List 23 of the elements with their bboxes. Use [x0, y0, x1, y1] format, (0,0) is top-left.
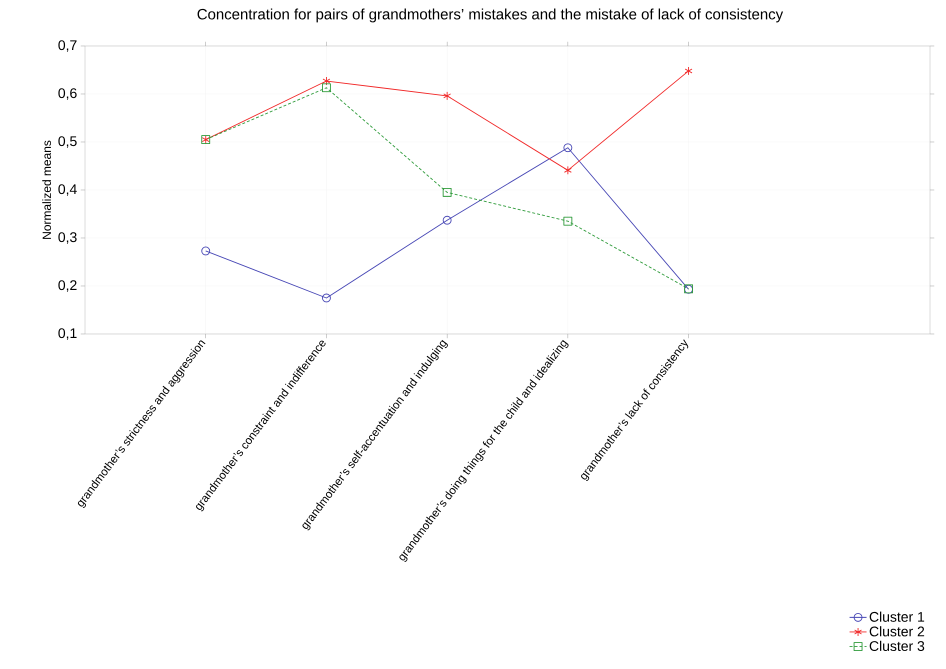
- point: [443, 91, 452, 100]
- y-axis-title: Normalized means: [42, 140, 51, 239]
- point: [684, 66, 692, 76]
- point: [563, 143, 572, 152]
- point: [564, 166, 572, 175]
- y-tick-label: 0,4: [58, 184, 77, 196]
- point: [442, 188, 452, 197]
- y-tick-label: 0,7: [58, 40, 77, 52]
- legend-label: Cluster 1: [870, 612, 924, 622]
- chart-title: Concentration for pairs of grandmothers’ mistakes and the mistake of lack of consistency: [198, 8, 784, 22]
- point: [563, 216, 572, 226]
- point: [201, 246, 210, 256]
- y-tick-label: 0,2: [58, 280, 77, 292]
- point: [322, 83, 331, 92]
- point: [442, 216, 452, 225]
- point: [322, 76, 330, 86]
- legend-label: Cluster 3: [870, 640, 924, 652]
- y-tick-label: 0,5: [58, 136, 77, 148]
- y-tick-label: 0,1: [58, 328, 77, 340]
- y-tick-label: 0,3: [58, 232, 77, 244]
- point: [322, 294, 331, 302]
- y-tick-label: 0,6: [58, 88, 77, 100]
- legend-label: Cluster 2: [870, 626, 924, 636]
